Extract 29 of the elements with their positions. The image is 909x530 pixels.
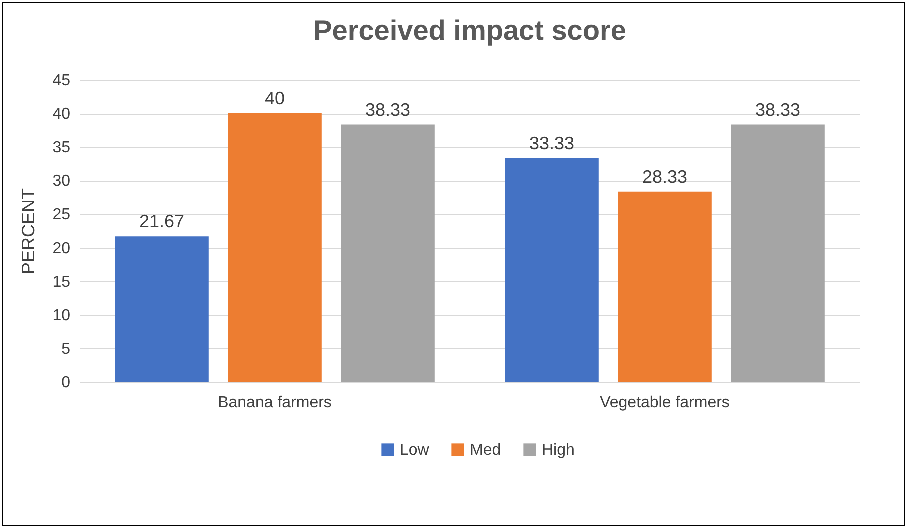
x-tick-label: Banana farmers <box>218 394 332 412</box>
y-tick-label: 25 <box>52 206 71 224</box>
y-tick-label: 35 <box>52 140 71 157</box>
data-label: 33.33 <box>529 133 575 154</box>
legend-label: Low <box>400 442 430 459</box>
y-axis-title: PERCENT <box>18 188 39 275</box>
data-label: 38.33 <box>755 100 801 120</box>
y-tick-label: 40 <box>52 106 71 124</box>
data-label: 40 <box>264 88 286 109</box>
legend-label: High <box>542 442 575 459</box>
y-tick-label: 45 <box>52 72 71 90</box>
data-label: 28.33 <box>642 166 688 187</box>
data-label: 38.33 <box>365 100 411 120</box>
bar <box>731 124 825 382</box>
x-tick-label: Vegetable farmers <box>600 394 730 412</box>
bar <box>341 124 435 382</box>
y-tick-label: 5 <box>62 340 71 358</box>
y-tick-label: 0 <box>62 374 71 392</box>
y-tick-label: 20 <box>52 240 71 258</box>
y-tick-label: 30 <box>52 173 71 190</box>
y-tick-label: 10 <box>52 307 71 324</box>
data-label: 21.67 <box>139 212 185 232</box>
chart-title: Perceived impact score <box>314 15 626 46</box>
bar <box>505 158 599 382</box>
bar <box>115 236 209 382</box>
bar <box>228 114 322 382</box>
y-tick-label: 15 <box>52 274 71 291</box>
legend-label: Med <box>470 442 502 459</box>
bar <box>618 192 712 382</box>
